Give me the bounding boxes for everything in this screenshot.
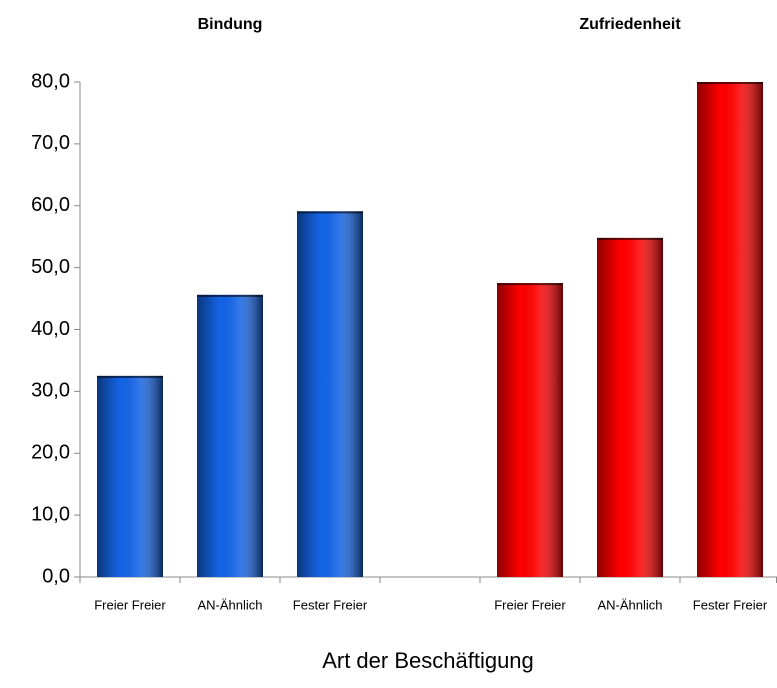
bar-shade [597, 237, 663, 578]
y-tick-label: 40,0 [31, 318, 70, 340]
x-tick-label: Freier Freier [94, 597, 166, 612]
x-tick-label: Fester Freier [293, 597, 368, 612]
x-tick-label: AN-Ähnlich [597, 597, 662, 612]
x-tick-label: AN-Ähnlich [197, 597, 262, 612]
y-tick-label: 10,0 [31, 503, 70, 525]
y-tick-label: 60,0 [31, 194, 70, 216]
bar-shade [297, 211, 363, 577]
y-tick-label: 30,0 [31, 380, 70, 402]
series-label: Bindung [198, 16, 263, 33]
x-tick-label: Fester Freier [693, 597, 768, 612]
y-tick-label: 0,0 [42, 565, 70, 587]
bar-shade [197, 294, 263, 577]
y-tick-label: 50,0 [31, 256, 70, 278]
y-tick-label: 80,0 [31, 70, 70, 92]
bar-shade [97, 375, 163, 577]
y-tick-label: 70,0 [31, 132, 70, 154]
bar-shade [497, 283, 563, 577]
x-tick-label: Freier Freier [494, 597, 566, 612]
y-tick-label: 20,0 [31, 442, 70, 464]
x-axis-title: Art der Beschäftigung [322, 648, 534, 673]
bar-shade [697, 82, 763, 577]
series-label: Zufriedenheit [579, 16, 681, 33]
